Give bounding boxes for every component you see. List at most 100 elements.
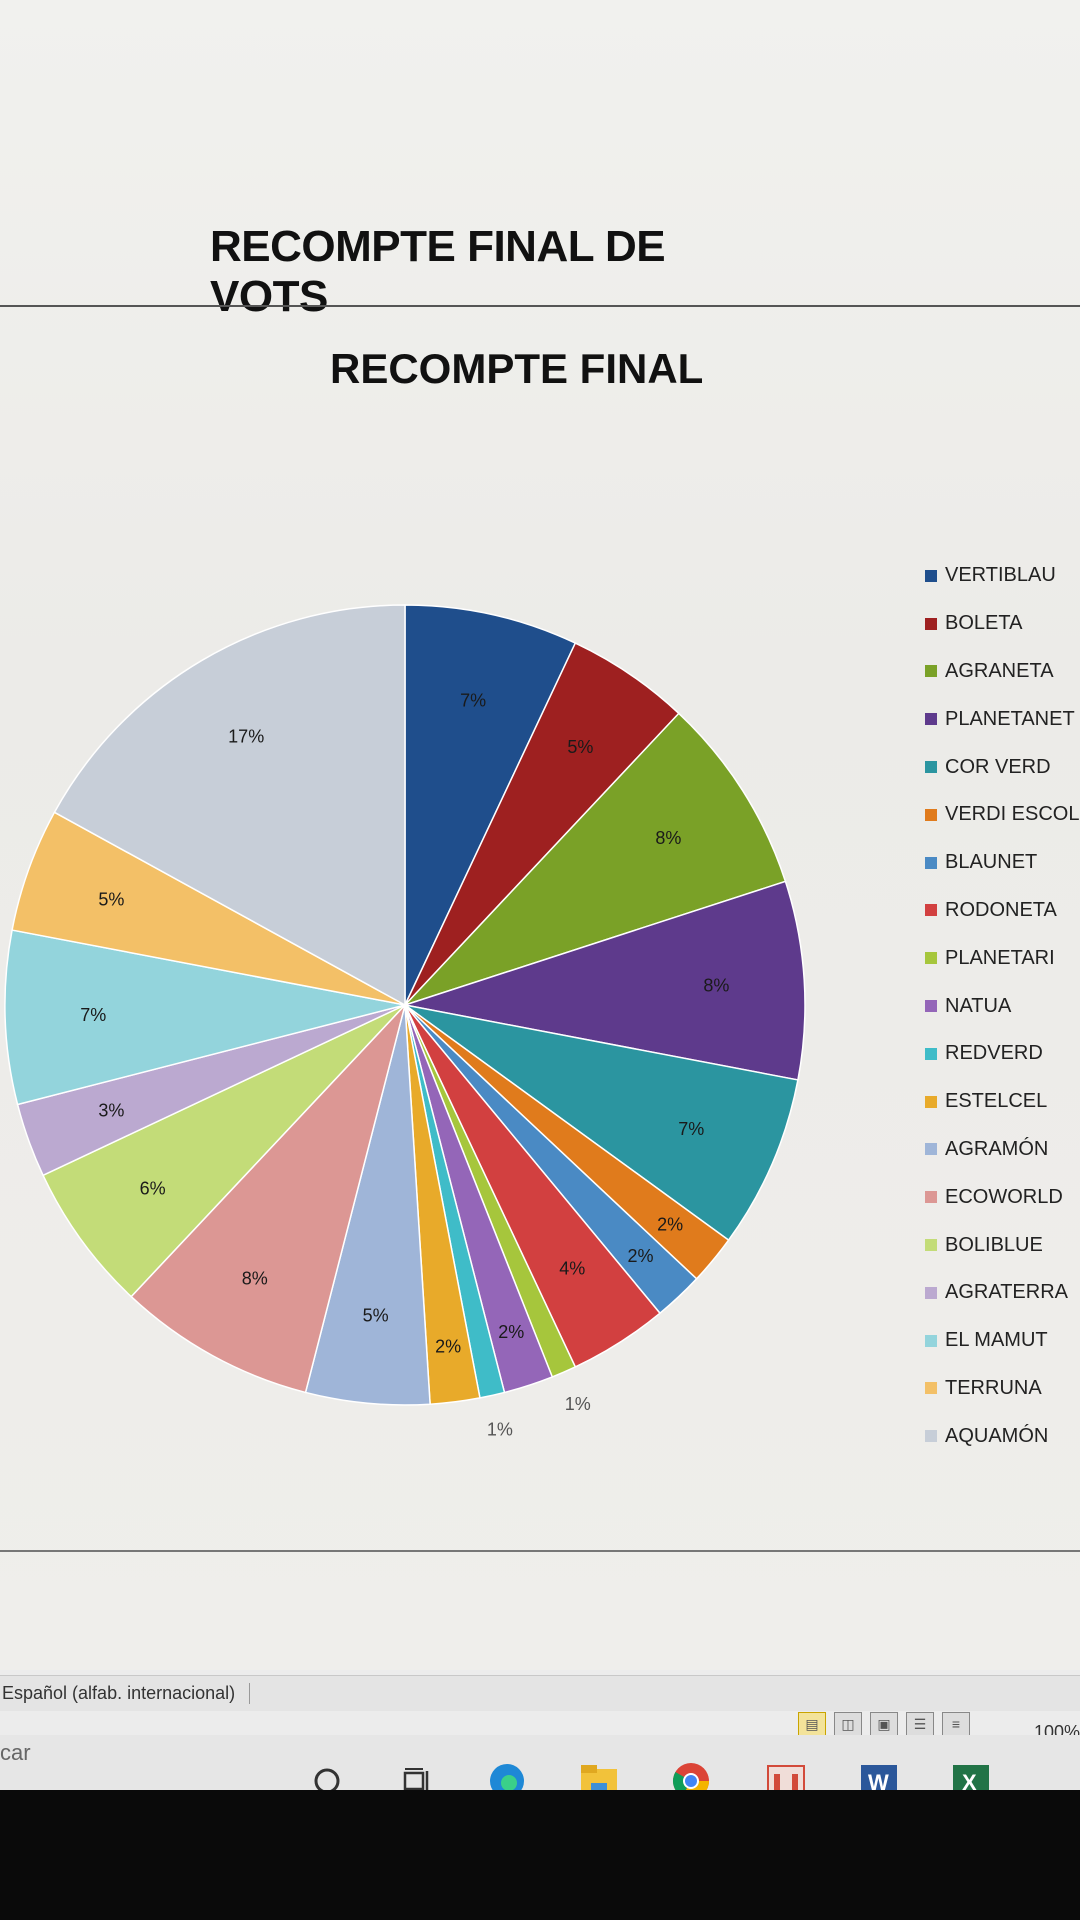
pie-slice-agraneta[interactable] <box>404 712 787 1006</box>
legend-item[interactable]: RODONETA <box>925 887 1080 935</box>
svg-text:W: W <box>868 1770 889 1795</box>
legend-label: AGRAMÓN <box>945 1137 1049 1160</box>
pie-slice-el-mamut[interactable] <box>4 929 406 1106</box>
legend-label: TERRUNA <box>945 1376 1042 1399</box>
legend-item[interactable]: AQUAMÓN <box>925 1412 1080 1460</box>
reading-view-icon[interactable]: ◫ <box>834 1712 862 1736</box>
legend-swatch <box>925 665 937 678</box>
legend-label: AGRANETA <box>945 659 1054 682</box>
legend-item[interactable]: AGRAMÓN <box>925 1126 1080 1174</box>
legend-swatch <box>925 617 937 630</box>
legend-item[interactable]: TERRUNA <box>925 1365 1080 1413</box>
chart-legend: VERTIBLAU BOLETA AGRANETA PLANETANET COR VER… <box>925 552 1080 1460</box>
legend-label: AQUAMÓN <box>945 1424 1049 1447</box>
legend-item[interactable]: BOLETA <box>925 600 1080 648</box>
legend-item[interactable]: PLANETARI <box>925 934 1080 982</box>
legend-label: BLAUNET <box>945 851 1038 874</box>
chart-frame-border-bottom <box>0 1550 1080 1552</box>
legend-label: PLANETANET <box>945 707 1075 730</box>
legend-item[interactable]: BOLIBLUE <box>925 1221 1080 1269</box>
legend-item[interactable]: AGRANETA <box>925 648 1080 696</box>
legend-item[interactable]: ECOWORLD <box>925 1173 1080 1221</box>
data-label-vertiblau: 7% <box>460 691 486 711</box>
legend-label: BOLETA <box>945 612 1023 635</box>
legend-swatch <box>925 1047 937 1060</box>
data-label-natua: 2% <box>498 1322 524 1342</box>
legend-item[interactable]: NATUA <box>925 982 1080 1030</box>
pie-chart[interactable]: 7%5%8%8%7%2%2%4%1%2%1%2%5%8%6%3%7%5%17% <box>0 560 900 1440</box>
data-label-aquam-n: 17% <box>228 726 264 746</box>
legend-item[interactable]: PLANETANET <box>925 695 1080 743</box>
edge-icon[interactable] <box>486 1760 528 1802</box>
legend-swatch <box>925 761 937 774</box>
data-label-agram-n: 5% <box>363 1306 389 1326</box>
data-label-cor-verd: 7% <box>678 1119 704 1139</box>
svg-text:X: X <box>962 1770 977 1795</box>
data-label-verdi-escola: 2% <box>657 1214 683 1234</box>
document-heading: RECOMPTE FINAL DE VOTS <box>210 222 666 321</box>
draft-view-icon[interactable]: ≡ <box>942 1712 970 1736</box>
legend-swatch <box>925 569 937 582</box>
web-layout-view-icon[interactable]: ▣ <box>870 1712 898 1736</box>
legend-label: VERDI ESCOL <box>945 803 1080 826</box>
legend-swatch <box>925 1000 937 1013</box>
legend-swatch <box>925 1334 937 1347</box>
legend-swatch <box>925 1382 937 1395</box>
pie-slice-vertiblau[interactable] <box>404 604 577 1006</box>
legend-label: AGRATERRA <box>945 1281 1068 1304</box>
data-label-agraterra: 3% <box>98 1101 124 1121</box>
monitor-bezel <box>0 1790 1080 1920</box>
pie-slice-ecoworld[interactable] <box>130 1004 406 1394</box>
legend-swatch <box>925 1143 937 1156</box>
legend-item[interactable]: VERTIBLAU <box>925 552 1080 600</box>
taskbar-search[interactable]: car <box>0 1740 31 1765</box>
legend-item[interactable]: AGRATERRA <box>925 1269 1080 1317</box>
data-label-rodoneta: 4% <box>559 1258 585 1278</box>
print-layout-view-icon[interactable]: ▤ <box>798 1712 826 1736</box>
document-page: RECOMPTE FINAL DE VOTS RECOMPTE FINAL 7%… <box>0 0 1080 1670</box>
pie-slice-cor-verd[interactable] <box>404 1004 799 1242</box>
legend-label: REDVERD <box>945 1042 1043 1065</box>
legend-label: ESTELCEL <box>945 1090 1048 1113</box>
legend-item[interactable]: ESTELCEL <box>925 1078 1080 1126</box>
outline-view-icon[interactable]: ☰ <box>906 1712 934 1736</box>
legend-item[interactable]: REDVERD <box>925 1030 1080 1078</box>
pie-slice-boliblue[interactable] <box>42 1004 406 1298</box>
data-label-boleta: 5% <box>567 737 593 757</box>
chart-title: RECOMPTE FINAL <box>330 345 704 392</box>
legend-label: RODONETA <box>945 898 1057 921</box>
legend-label: COR VERD <box>945 755 1051 778</box>
legend-swatch <box>925 713 937 726</box>
legend-swatch <box>925 856 937 869</box>
data-label-redverd: 1% <box>487 1420 513 1440</box>
legend-label: ECOWORLD <box>945 1185 1063 1208</box>
legend-swatch <box>925 1191 937 1204</box>
legend-swatch <box>925 952 937 965</box>
legend-swatch <box>925 904 937 917</box>
data-label-terruna: 5% <box>98 889 124 909</box>
data-label-estelcel: 2% <box>435 1336 461 1356</box>
data-label-agraneta: 8% <box>655 828 681 848</box>
data-label-planetari: 1% <box>565 1394 591 1414</box>
pie-slice-planetanet[interactable] <box>404 880 806 1081</box>
language-status[interactable]: Español (alfab. internacional) <box>2 1683 251 1704</box>
legend-item[interactable]: EL MAMUT <box>925 1317 1080 1365</box>
data-label-el-mamut: 7% <box>80 1005 106 1025</box>
data-label-blaunet: 2% <box>627 1246 653 1266</box>
legend-item[interactable]: VERDI ESCOL <box>925 791 1080 839</box>
view-buttons: ▤ ◫ ▣ ☰ ≡ <box>798 1712 970 1736</box>
legend-item[interactable]: BLAUNET <box>925 839 1080 887</box>
data-label-planetanet: 8% <box>703 975 729 995</box>
status-bar: Español (alfab. internacional) <box>0 1675 1080 1711</box>
legend-label: EL MAMUT <box>945 1329 1048 1352</box>
data-label-ecoworld: 8% <box>242 1268 268 1288</box>
legend-item[interactable]: COR VERD <box>925 743 1080 791</box>
legend-label: PLANETARI <box>945 946 1055 969</box>
task-view-icon[interactable] <box>395 1760 437 1802</box>
pie-slice-aquam-n[interactable] <box>53 604 406 1007</box>
legend-swatch <box>925 808 937 821</box>
legend-swatch <box>925 1239 937 1252</box>
legend-swatch <box>925 1286 937 1299</box>
legend-swatch <box>925 1095 937 1108</box>
legend-swatch <box>925 1430 937 1443</box>
